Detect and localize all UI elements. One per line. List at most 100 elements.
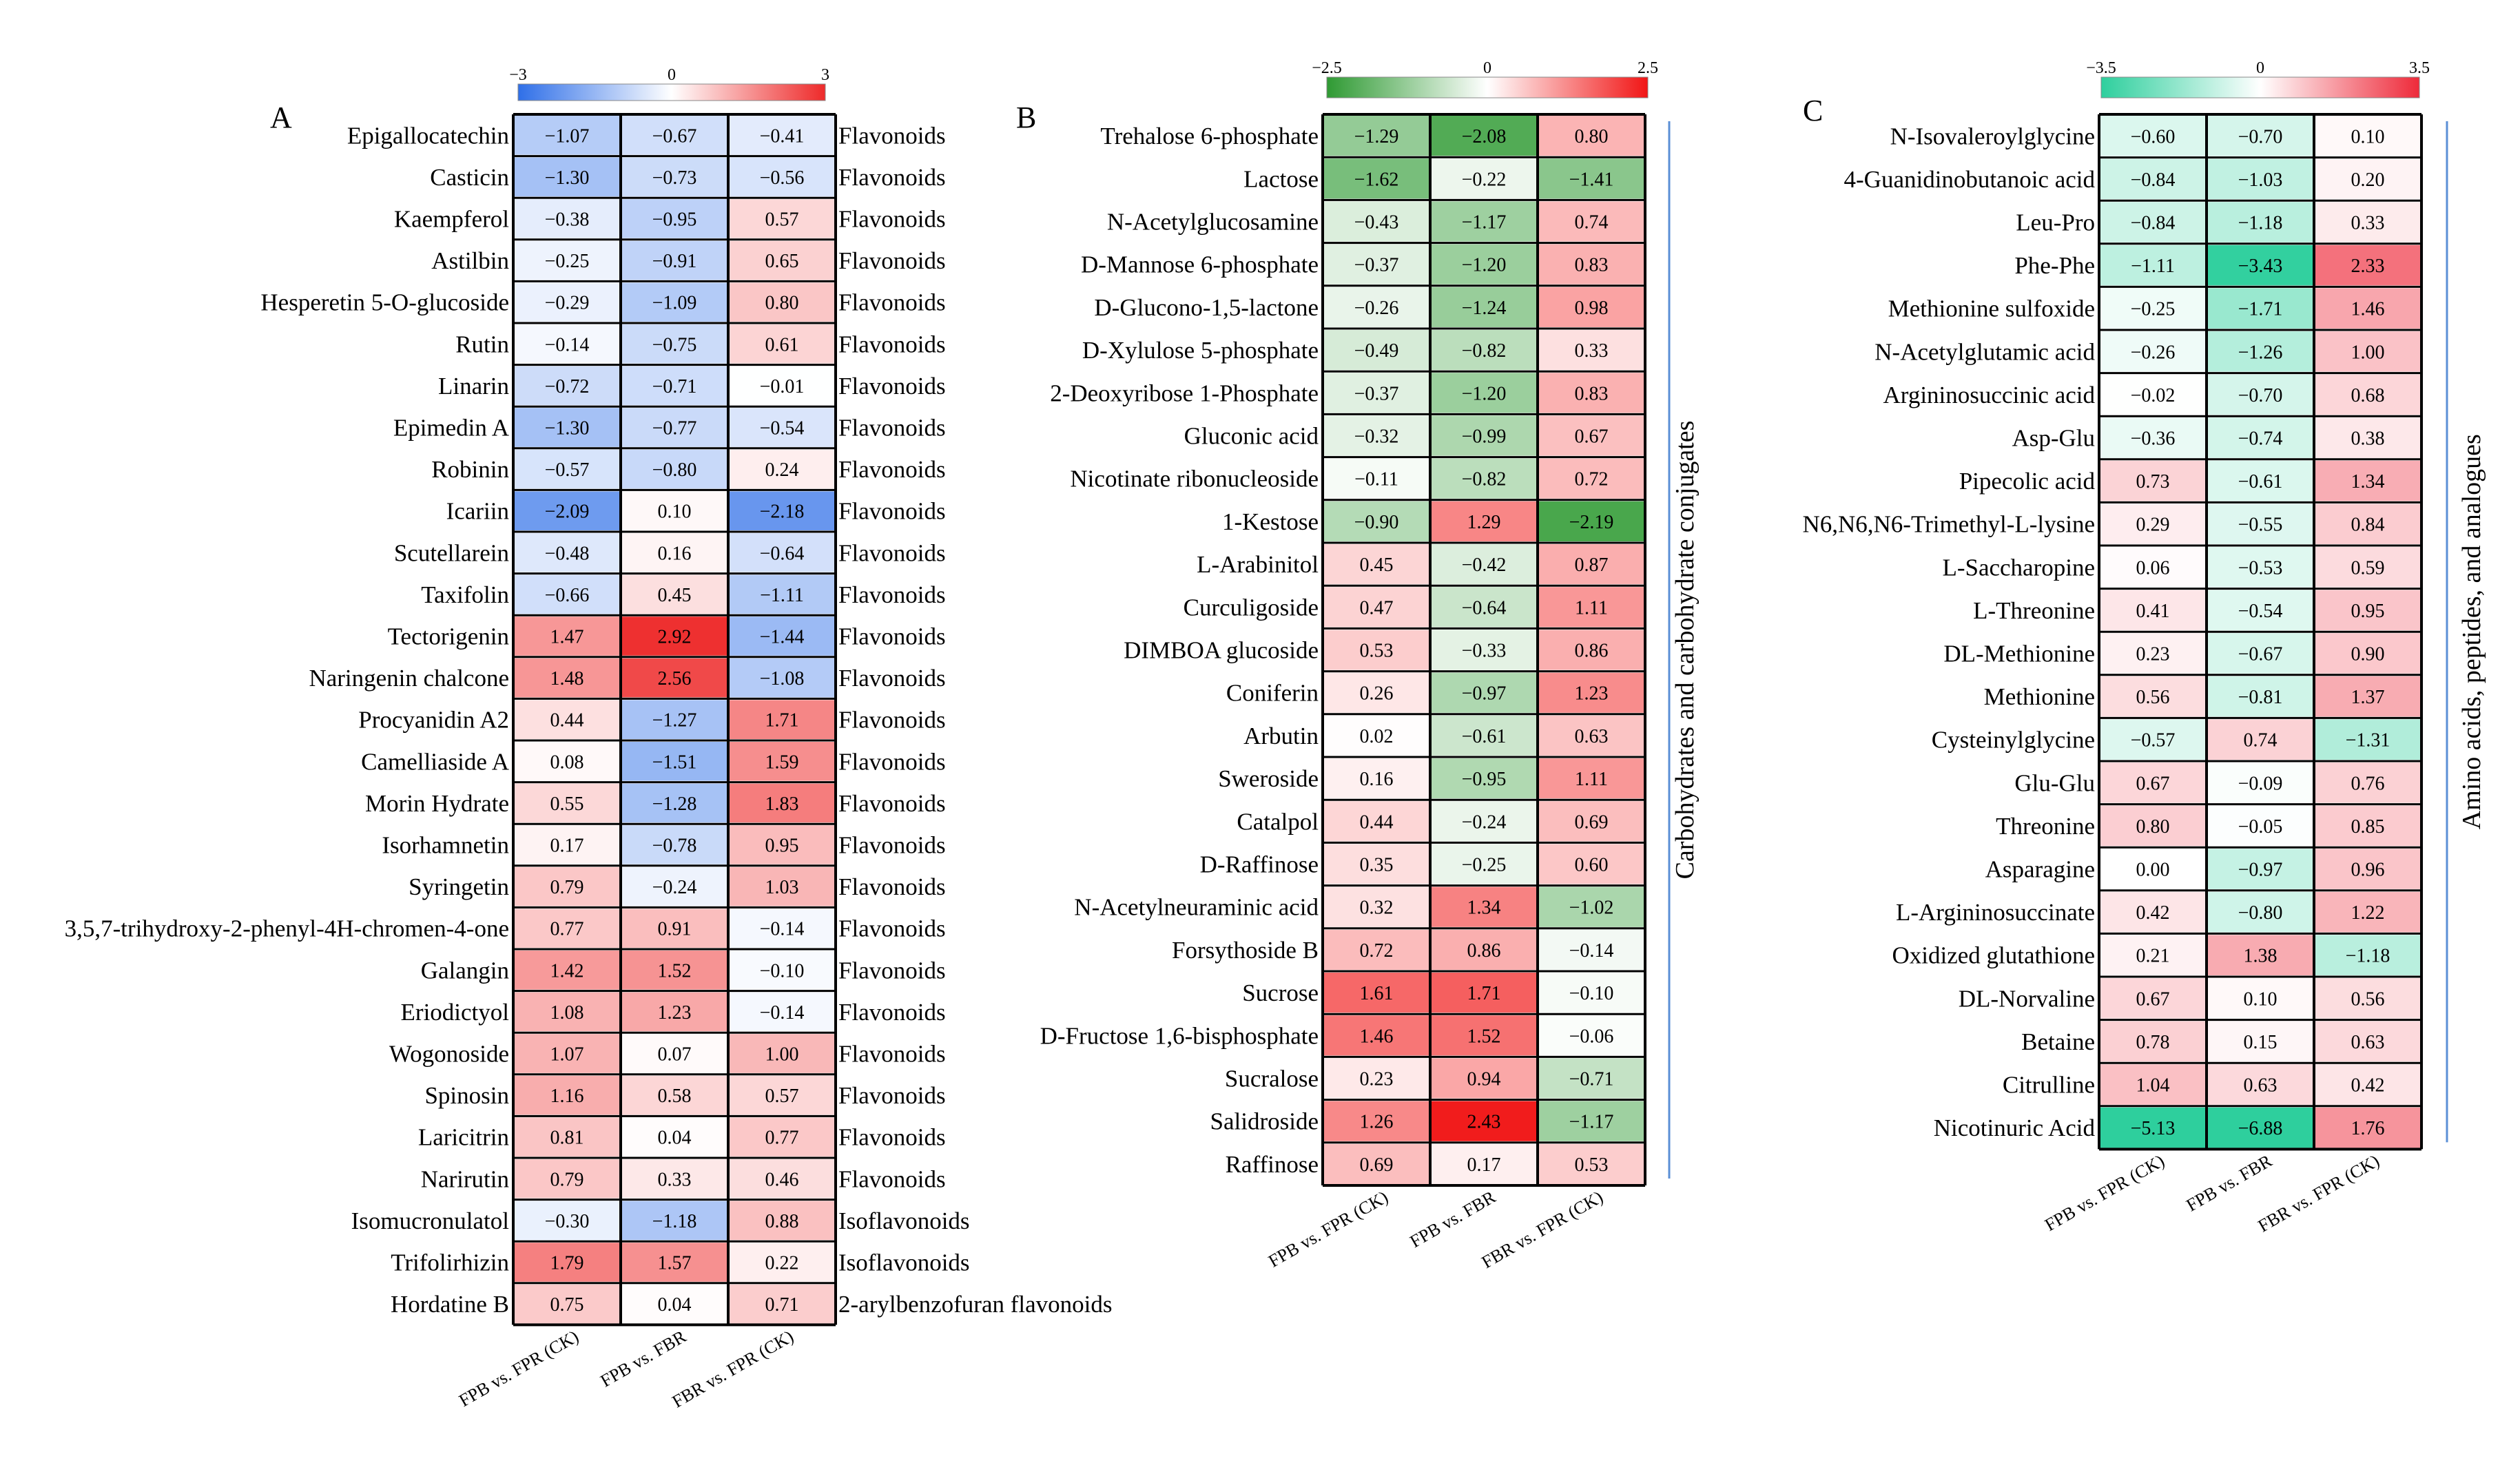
heatmap-cell [622,491,727,530]
cell-value-label: −0.54 [2238,601,2283,622]
colorbar-tick-label: −3 [509,66,527,84]
heatmap-cell [2315,202,2420,242]
cell-value-label: −1.02 [1569,897,1614,919]
cell-value-label: 0.10 [2244,988,2278,1010]
row-label: Citrulline [2003,1072,2095,1099]
heatmap-cell [2208,504,2313,544]
row-label: Epimedin A [393,415,510,442]
heatmap-cell [2100,245,2205,286]
heatmap-cell [622,1075,727,1115]
class-label: Isoflavonoids [838,1207,970,1234]
heatmap-cell [2315,504,2420,544]
cell-value-label: −0.14 [760,1002,805,1024]
cell-value-label: −0.49 [1354,340,1399,362]
heatmap-cell [515,616,619,656]
cell-value-label: 0.53 [1360,641,1394,662]
cell-value-label: 0.02 [1360,726,1394,747]
cell-value-label: −0.37 [1354,255,1399,276]
heatmap-cell [1324,929,1429,970]
cell-value-label: −2.19 [1569,512,1614,533]
column-label: FPB vs. FPR (CK) [455,1326,581,1411]
cell-value-label: 0.56 [2136,687,2170,708]
colorbar-tick-label: 3.5 [2409,59,2430,77]
heatmap-cell [622,1159,727,1199]
cell-value-label: −0.43 [1354,212,1399,234]
cell-value-label: 1.11 [1575,769,1608,790]
cell-value-label: 0.21 [2136,946,2170,967]
heatmap-cell [515,909,619,948]
cell-value-label: 0.84 [2351,515,2385,536]
class-label: Flavonoids [838,999,946,1026]
cell-value-label: −1.18 [652,1211,697,1232]
heatmap-cell [1539,801,1644,842]
cell-value-label: 0.47 [1360,597,1394,619]
heatmap-cell [1324,758,1429,799]
row-label: DL-Methionine [1943,641,2095,667]
row-label: Sweroside [1218,765,1319,792]
cell-value-label: 0.42 [2351,1075,2385,1097]
cell-value-label: −0.25 [545,251,590,272]
row-label: Phe-Phe [2014,252,2095,279]
cell-value-label: 0.68 [2351,385,2385,406]
heatmap-cell [730,574,834,614]
heatmap-cell [730,491,834,530]
cell-value-label: −0.14 [1569,940,1614,962]
heatmap-cell [2208,374,2313,415]
heatmap-cell [730,1117,834,1156]
heatmap-cell [622,116,727,155]
cell-value-label: −6.88 [2238,1118,2283,1139]
heatmap-cell [515,157,619,197]
cell-value-label: −1.51 [652,751,697,773]
heatmap-cell [2208,331,2313,372]
row-label: L-Arabinitol [1197,551,1319,578]
row-label: Robinin [431,456,509,483]
heatmap-cell [1432,672,1536,713]
cell-value-label: −0.25 [1462,855,1507,876]
class-label: Flavonoids [838,623,946,650]
cell-value-label: −0.67 [652,125,697,147]
cell-value-label: 0.67 [2136,988,2170,1010]
heatmap-cell [1539,1058,1644,1099]
cell-value-label: 1.59 [765,751,799,773]
cell-value-label: 0.57 [765,209,799,231]
cell-value-label: −1.41 [1569,169,1614,190]
cell-value-label: 0.10 [658,501,692,523]
cell-value-label: 0.29 [2136,515,2170,536]
heatmap-cell [515,742,619,781]
cell-value-label: 1.23 [658,1002,692,1024]
cell-value-label: −1.31 [2346,730,2390,751]
cell-value-label: 0.06 [2136,557,2170,579]
heatmap-cell [2208,288,2313,329]
class-label: Flavonoids [838,873,946,900]
group-label: Amino acids, peptides, and analogues [2457,434,2486,829]
cell-value-label: −0.99 [1462,426,1507,448]
heatmap-cell [1539,287,1644,327]
column-label: FPB vs. FPR (CK) [2041,1150,2167,1235]
row-label: Procyanidin A2 [358,707,509,734]
cell-value-label: 1.38 [2244,946,2278,967]
heatmap-cell [730,1159,834,1199]
heatmap-cell [1324,501,1429,541]
heatmap-cell [622,199,727,238]
cell-value-label: 0.58 [658,1086,692,1107]
heatmap-cell [2315,417,2420,458]
heatmap-cell [2315,805,2420,847]
row-label: Gluconic acid [1184,423,1319,450]
heatmap-cell [730,783,834,823]
row-label: Methionine sulfoxide [1888,295,2095,322]
heatmap-cell [622,909,727,948]
row-label: Pipecolic acid [1959,468,2096,495]
cell-value-label: −0.78 [652,836,697,857]
heatmap-cell [2315,245,2420,286]
cell-value-label: −0.95 [652,209,697,231]
cell-value-label: −1.09 [652,293,697,314]
heatmap-cell [2100,719,2205,760]
cell-value-label: 0.65 [765,251,799,272]
cell-value-label: 0.95 [765,836,799,857]
cell-value-label: −0.66 [545,585,590,606]
heatmap-cell [515,783,619,823]
heatmap-cell [1539,501,1644,541]
heatmap-cell [730,951,834,990]
cell-value-label: −0.14 [760,919,805,940]
row-label: Catalpol [1237,808,1319,835]
